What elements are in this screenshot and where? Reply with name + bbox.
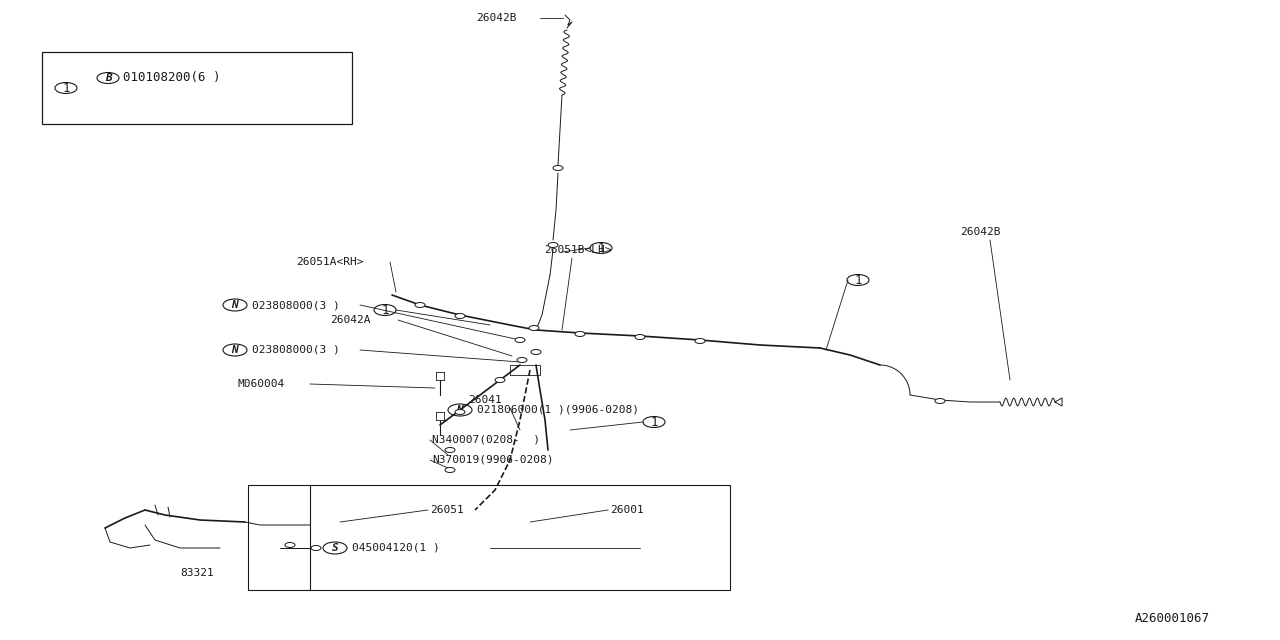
Text: B: B bbox=[105, 73, 111, 83]
Text: N: N bbox=[457, 405, 463, 415]
Text: N: N bbox=[232, 300, 238, 310]
Text: N: N bbox=[232, 345, 238, 355]
Circle shape bbox=[454, 410, 465, 415]
Text: 023808000(3 ): 023808000(3 ) bbox=[252, 300, 339, 310]
Text: A260001067: A260001067 bbox=[1135, 611, 1210, 625]
Text: 26041: 26041 bbox=[468, 395, 502, 405]
Text: M060004: M060004 bbox=[238, 379, 285, 389]
Text: 26001: 26001 bbox=[611, 505, 644, 515]
Circle shape bbox=[635, 335, 645, 339]
Text: 1: 1 bbox=[854, 273, 861, 287]
Text: 1: 1 bbox=[650, 415, 658, 429]
Text: 26042B: 26042B bbox=[960, 227, 1001, 237]
Circle shape bbox=[415, 303, 425, 307]
Text: 26042B: 26042B bbox=[476, 13, 517, 23]
Text: 1: 1 bbox=[63, 81, 69, 95]
Circle shape bbox=[311, 545, 321, 550]
Circle shape bbox=[517, 358, 527, 362]
Text: 1: 1 bbox=[598, 241, 604, 255]
Text: 010108200(6 ): 010108200(6 ) bbox=[123, 72, 220, 84]
Circle shape bbox=[548, 243, 558, 248]
Bar bbox=[509, 365, 540, 375]
Circle shape bbox=[515, 337, 525, 342]
Bar bbox=[42, 52, 352, 124]
Circle shape bbox=[553, 166, 563, 170]
Circle shape bbox=[495, 378, 506, 383]
Text: 045004120(1 ): 045004120(1 ) bbox=[352, 543, 440, 553]
Circle shape bbox=[285, 543, 294, 547]
Text: 1: 1 bbox=[381, 303, 389, 317]
Text: 26051: 26051 bbox=[430, 505, 463, 515]
Bar bbox=[248, 485, 730, 590]
Circle shape bbox=[531, 349, 541, 355]
Text: 023808000(3 ): 023808000(3 ) bbox=[252, 345, 339, 355]
Text: 83321: 83321 bbox=[180, 568, 214, 578]
Circle shape bbox=[445, 447, 454, 452]
Text: 26042A: 26042A bbox=[330, 315, 370, 325]
Circle shape bbox=[695, 339, 705, 344]
Circle shape bbox=[575, 332, 585, 337]
Circle shape bbox=[445, 467, 454, 472]
Circle shape bbox=[454, 314, 465, 319]
Text: N340007(0208-  ): N340007(0208- ) bbox=[433, 435, 540, 445]
Circle shape bbox=[529, 326, 539, 330]
Text: 021806000(1 )(9906-0208): 021806000(1 )(9906-0208) bbox=[477, 405, 639, 415]
Circle shape bbox=[934, 399, 945, 403]
Text: 26051B<LH>: 26051B<LH> bbox=[544, 245, 612, 255]
Text: N370019(9906-0208): N370019(9906-0208) bbox=[433, 455, 553, 465]
Text: 26051A<RH>: 26051A<RH> bbox=[296, 257, 364, 267]
Text: S: S bbox=[332, 543, 338, 553]
